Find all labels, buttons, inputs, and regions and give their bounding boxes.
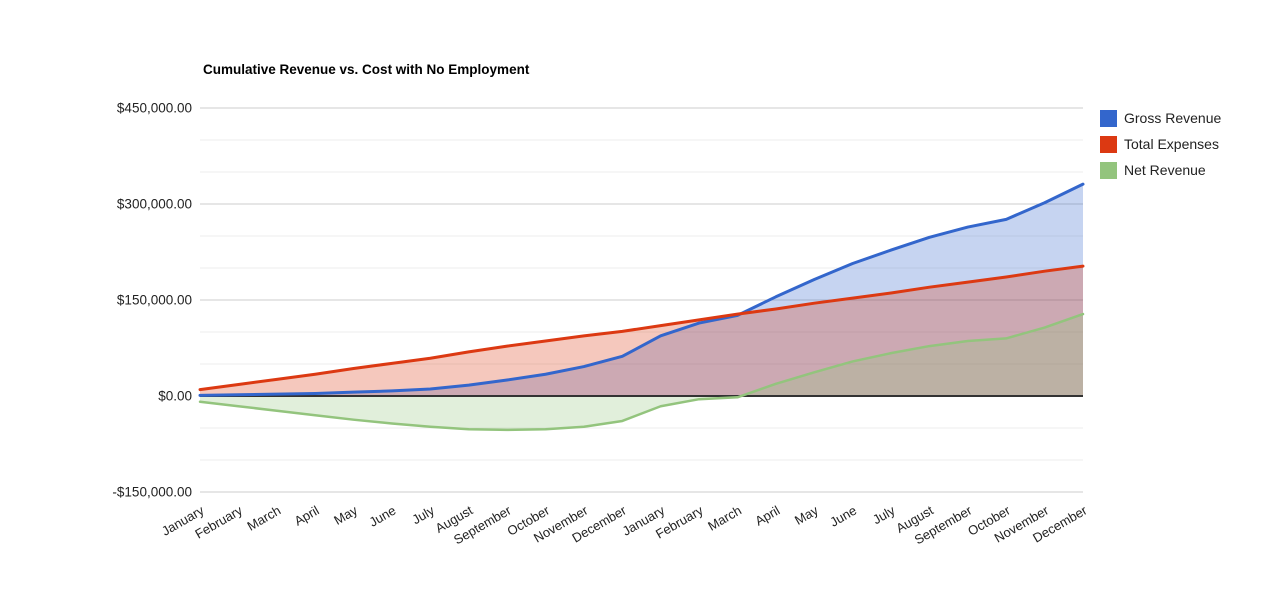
x-axis-label-may-y2: May [792,502,821,528]
series-line-gross-revenue[interactable] [198,182,1085,397]
legend-swatch-net-revenue-icon [1100,162,1117,179]
legend-swatch-gross-revenue-icon [1100,110,1117,127]
x-axis-label-april-y1: April [292,503,322,529]
series-line-net-revenue[interactable] [198,312,1085,432]
legend-label-net-revenue: Net Revenue [1124,162,1206,178]
legend-swatch-total-expenses-icon [1100,136,1117,153]
y-axis-tick-label: $150,000.00 [117,293,192,308]
x-axis-label-march-y2: March [705,503,744,534]
x-axis-label-june-y2: June [827,503,859,530]
legend-item-gross-revenue[interactable]: Gross Revenue [1100,110,1221,127]
y-axis-tick-label: $300,000.00 [117,197,192,212]
area-fill-total-expenses [200,266,1083,396]
x-axis-label-march-y1: March [244,503,283,534]
legend: Gross Revenue Total Expenses Net Revenue [1100,110,1221,188]
x-axis-label-april-y2: April [752,503,782,529]
legend-label-total-expenses: Total Expenses [1124,136,1219,152]
y-axis-tick-label: $450,000.00 [117,101,192,116]
legend-item-total-expenses[interactable]: Total Expenses [1100,136,1221,153]
chart-title: Cumulative Revenue vs. Cost with No Empl… [203,62,530,77]
area-fill-gross-revenue [200,184,1083,396]
series-line-total-expenses[interactable] [198,264,1085,392]
legend-item-net-revenue[interactable]: Net Revenue [1100,162,1221,179]
area-fill-net-revenue [200,314,1083,430]
y-axis-tick-label: -$150,000.00 [112,485,192,500]
legend-label-gross-revenue: Gross Revenue [1124,110,1222,126]
x-axis-label-may-y1: May [331,502,360,528]
x-axis-label-june-y1: June [367,503,399,530]
y-axis-tick-label: $0.00 [158,389,192,404]
